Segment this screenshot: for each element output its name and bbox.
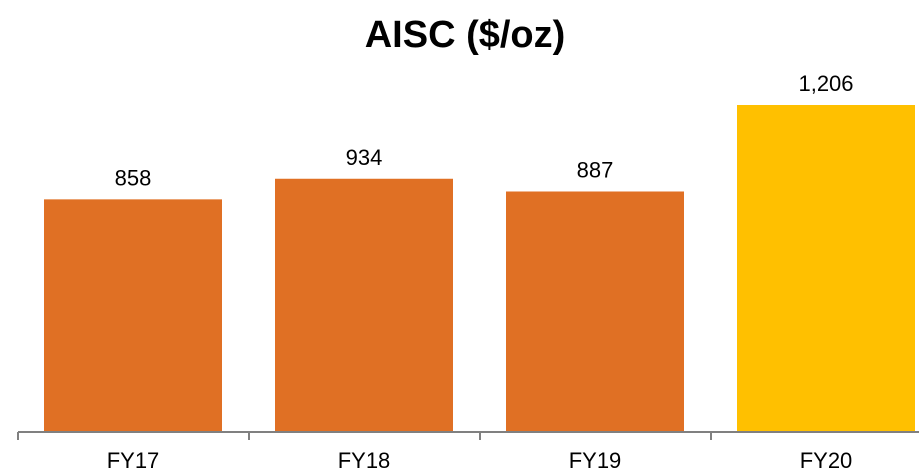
- chart-title: AISC ($/oz): [365, 14, 566, 56]
- data-labels-group: 858 934 887 1,206: [115, 71, 854, 190]
- data-label-fy18: 934: [346, 145, 383, 170]
- bars-group: [44, 105, 915, 432]
- x-tick-label-fy18: FY18: [338, 448, 391, 471]
- x-tick-label-fy20: FY20: [800, 448, 853, 471]
- data-label-fy20: 1,206: [798, 71, 853, 96]
- data-label-fy17: 858: [115, 165, 152, 190]
- bar-fy18: [275, 178, 453, 432]
- data-label-fy19: 887: [577, 157, 614, 182]
- x-ticks-group: FY17 FY18 FY19 FY20: [17, 432, 853, 471]
- x-tick-label-fy17: FY17: [107, 448, 160, 471]
- bar-fy17: [44, 199, 222, 432]
- bar-fy20: [737, 105, 915, 432]
- x-tick-label-fy19: FY19: [569, 448, 622, 471]
- bar-fy19: [506, 191, 684, 432]
